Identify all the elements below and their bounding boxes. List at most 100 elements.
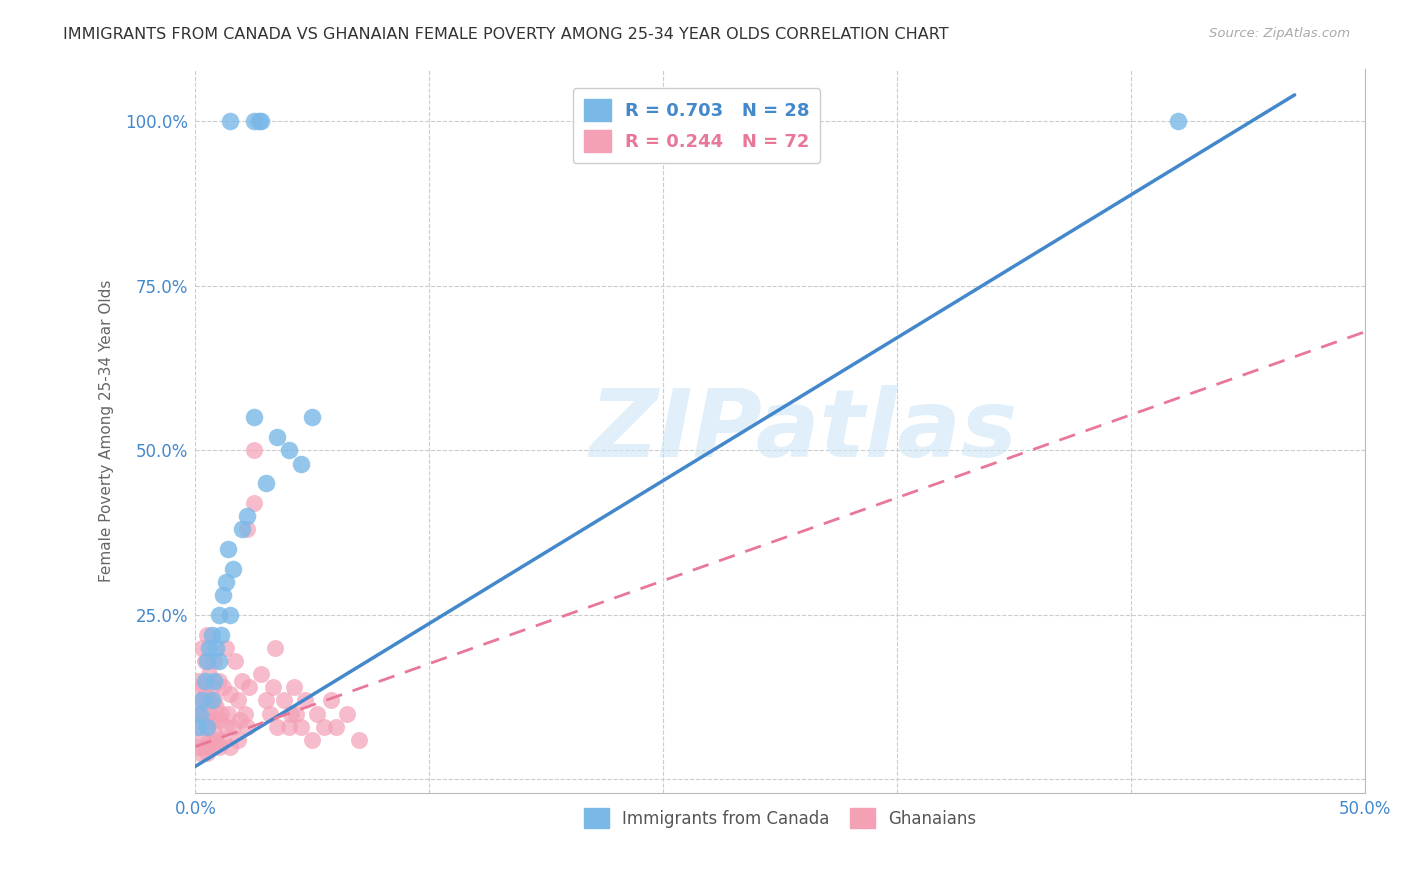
Point (194, 713, 217, 727)
Point (254, 476, 277, 491)
Point (215, 574, 238, 589)
Point (243, 496, 266, 510)
Text: Source: ZipAtlas.com: Source: ZipAtlas.com (1209, 27, 1350, 40)
Point (243, 114, 266, 128)
Point (188, 706, 211, 721)
Point (319, 693, 342, 707)
Point (231, 673, 253, 688)
Point (209, 628, 232, 642)
Point (208, 739, 231, 754)
Point (243, 410, 266, 425)
Point (266, 430, 288, 444)
Point (212, 733, 235, 747)
Point (226, 733, 249, 747)
Point (191, 706, 214, 721)
Point (195, 628, 218, 642)
Point (294, 693, 316, 707)
Point (208, 607, 231, 622)
Point (290, 457, 312, 471)
Point (238, 681, 260, 695)
Point (264, 640, 287, 655)
Point (187, 739, 209, 754)
Point (259, 706, 281, 721)
Point (290, 720, 312, 734)
Point (233, 706, 256, 721)
Point (212, 588, 235, 602)
Point (208, 654, 231, 668)
Point (198, 706, 221, 721)
Point (195, 654, 218, 668)
Point (202, 673, 225, 688)
Point (254, 693, 277, 707)
Point (191, 640, 214, 655)
Point (301, 733, 323, 747)
Point (198, 733, 221, 747)
Point (219, 687, 242, 701)
Point (212, 681, 235, 695)
Point (191, 681, 214, 695)
Point (243, 443, 266, 458)
Point (202, 726, 225, 740)
Point (224, 654, 246, 668)
Point (188, 746, 211, 760)
Point (1167, 114, 1189, 128)
Point (236, 720, 259, 734)
Point (187, 720, 209, 734)
Point (285, 706, 308, 721)
Point (201, 628, 224, 642)
Point (229, 713, 252, 727)
Text: IMMIGRANTS FROM CANADA VS GHANAIAN FEMALE POVERTY AMONG 25-34 YEAR OLDS CORRELAT: IMMIGRANTS FROM CANADA VS GHANAIAN FEMAL… (63, 27, 949, 42)
Point (195, 720, 218, 734)
Point (201, 681, 224, 695)
Point (205, 640, 228, 655)
Point (215, 640, 238, 655)
Point (187, 706, 209, 721)
Point (208, 713, 231, 727)
Point (226, 693, 249, 707)
Point (194, 673, 217, 688)
Point (273, 693, 295, 707)
Point (201, 739, 224, 754)
Point (191, 693, 214, 707)
Point (250, 667, 273, 681)
Point (208, 673, 231, 688)
Point (195, 720, 218, 734)
Y-axis label: Female Poverty Among 25-34 Year Olds: Female Poverty Among 25-34 Year Olds (100, 279, 114, 582)
Point (222, 562, 245, 576)
Point (198, 667, 221, 681)
Point (205, 700, 228, 714)
Point (247, 114, 270, 128)
Text: ZIPatlas: ZIPatlas (589, 384, 1018, 476)
Point (236, 522, 259, 536)
Point (191, 733, 214, 747)
Point (250, 114, 273, 128)
Point (188, 720, 211, 734)
Point (266, 720, 288, 734)
Point (187, 673, 209, 688)
Point (202, 654, 225, 668)
Point (202, 693, 225, 707)
Point (278, 443, 301, 458)
Point (336, 706, 359, 721)
Point (219, 739, 242, 754)
Point (194, 654, 217, 668)
Point (222, 720, 245, 734)
Point (231, 522, 253, 536)
Point (219, 607, 242, 622)
Legend: Immigrants from Canada, Ghanaians: Immigrants from Canada, Ghanaians (578, 801, 983, 835)
Point (217, 706, 239, 721)
Point (205, 733, 228, 747)
Point (219, 114, 242, 128)
Point (312, 720, 335, 734)
Point (347, 733, 370, 747)
Point (198, 640, 221, 655)
Point (305, 706, 328, 721)
Point (201, 693, 224, 707)
Point (194, 739, 217, 754)
Point (188, 693, 211, 707)
Point (325, 720, 347, 734)
Point (209, 706, 232, 721)
Point (280, 706, 302, 721)
Point (283, 681, 305, 695)
Point (195, 693, 218, 707)
